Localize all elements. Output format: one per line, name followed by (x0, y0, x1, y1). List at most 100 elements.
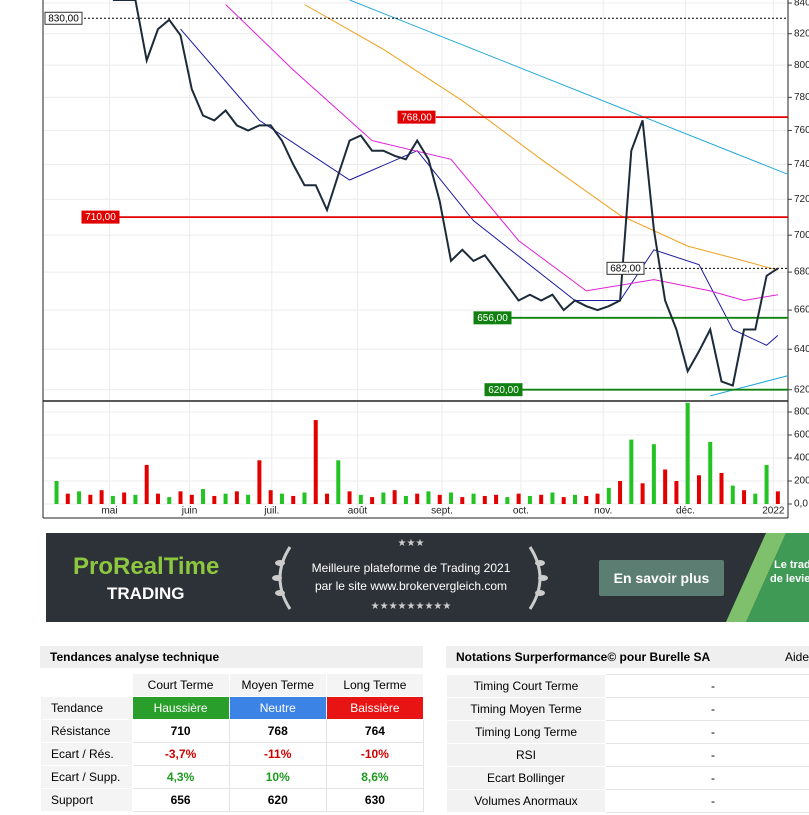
column-header: Court Terme (131, 673, 230, 697)
volume-bar (167, 497, 172, 504)
table-row: Tendance Haussière Neutre Baissière (40, 696, 425, 720)
volume-bar (606, 487, 611, 504)
volume-bar (189, 494, 194, 504)
value-cell: 8,6% (325, 765, 425, 789)
level-label: 682,00 (610, 263, 641, 274)
stars-bottom: ★★★★★★★★★ (370, 601, 452, 612)
table-row: Résistance 710 768 764 (40, 719, 425, 743)
volume-bar (336, 460, 341, 504)
x-tick-label: déc. (676, 506, 695, 517)
volume-bar (482, 495, 487, 504)
cta-button[interactable]: En savoir plus (599, 560, 724, 596)
y-tick-label: 840 (794, 0, 809, 9)
volume-bar (99, 490, 104, 504)
laurel-right (528, 546, 548, 610)
volume-bar (674, 481, 679, 504)
level-label: 830,00 (48, 13, 79, 24)
volume-bar (449, 492, 454, 504)
volume-bar (246, 494, 251, 504)
volume-bar (584, 495, 589, 504)
x-tick-label: août (348, 506, 368, 517)
value-cell: 764 (325, 719, 425, 743)
volume-bar (572, 494, 577, 504)
volume-bar (313, 420, 318, 504)
y-tick-label: 780 (794, 92, 809, 103)
moving-average (349, 0, 788, 175)
volume-bar (516, 493, 521, 504)
x-tick-label: juil. (263, 506, 279, 517)
value-cell: 656 (131, 788, 230, 812)
volume-bar (764, 464, 769, 504)
volume-bar (775, 491, 780, 504)
volume-bar (77, 491, 82, 504)
volume-bar (708, 441, 713, 504)
trend-table: Court Terme Moyen Terme Long Terme Tendance… (40, 673, 425, 812)
volume-bar (595, 493, 600, 504)
volume-bar (663, 469, 668, 504)
y-tick-label: 760 (794, 125, 809, 136)
volume-bar (730, 485, 735, 504)
value-cell: Baissière (325, 696, 425, 720)
volume-bar (302, 492, 307, 504)
volume-bar (178, 491, 183, 504)
banner-line: par le site www.brokervergleich.com (314, 579, 508, 593)
volume-bar (223, 493, 228, 504)
value-cell: Neutre (228, 696, 327, 720)
x-tick-label: juin (181, 506, 198, 517)
volume-bar (494, 494, 499, 504)
ratings-table: Timing Court Terme - Timing Moyen Terme - Ti… (446, 674, 809, 813)
value-cell: -11% (228, 742, 327, 766)
ratings-title: Notations Surperformance© pour Burelle S… (456, 650, 711, 664)
value-cell: 4,3% (131, 765, 230, 789)
column-header: Moyen Terme (228, 673, 327, 697)
row-label: RSI (446, 743, 606, 767)
table-row: Volumes Anormaux - (446, 789, 809, 813)
level-label-box (473, 311, 512, 325)
header-row: Court Terme Moyen Terme Long Terme (41, 673, 425, 697)
volume-bar (437, 494, 442, 504)
volume-bar (471, 493, 476, 504)
y-tick-label: 700 (794, 230, 809, 241)
volume-bar (133, 494, 138, 504)
help-link[interactable]: Aide (785, 650, 809, 664)
row-label: Timing Moyen Terme (446, 697, 606, 721)
volume-bar (696, 475, 701, 504)
value-cell: - (605, 789, 809, 813)
corner-cell (41, 674, 133, 697)
table-row: Timing Court Terme - (446, 674, 809, 698)
volume-bar (347, 491, 352, 504)
volume-bar (201, 489, 206, 504)
ad-banner[interactable]: ProRealTime TRADING ★★★ Meilleure platef… (46, 533, 809, 622)
volume-bar (685, 402, 690, 504)
volume-bar (403, 495, 408, 504)
level-label-box (397, 110, 436, 124)
row-label: Timing Long Terme (446, 720, 606, 744)
volume-bar (550, 492, 555, 504)
volume-bar (279, 493, 284, 504)
moving-average (180, 28, 779, 346)
table-row: Timing Moyen Terme - (446, 697, 809, 721)
y-tick-label: 200 (794, 476, 809, 487)
level-label: 620,00 (488, 385, 519, 396)
volume-bar (505, 497, 510, 504)
volume-bar (618, 481, 623, 504)
y-tick-label: 660 (794, 305, 809, 316)
level-label-box (81, 210, 120, 224)
y-tick-label: 720 (794, 194, 809, 205)
row-label: Ecart Bollinger (446, 766, 606, 790)
value-cell: - (605, 743, 809, 767)
volume-bar (527, 495, 532, 504)
volume-bar (640, 483, 645, 504)
row-label: Support (40, 788, 133, 812)
table-row: Support 656 620 630 (40, 788, 425, 812)
volume-bar (381, 492, 386, 504)
row-label: Ecart / Supp. (40, 765, 133, 789)
value-cell: Haussière (131, 696, 230, 720)
y-tick-label: 820 (794, 28, 809, 39)
volume-bar (88, 494, 93, 504)
level-label-box (606, 261, 645, 275)
row-label: Résistance (40, 719, 133, 743)
y-tick-label: 400 (794, 453, 809, 464)
row-label: Volumes Anormaux (446, 789, 606, 813)
